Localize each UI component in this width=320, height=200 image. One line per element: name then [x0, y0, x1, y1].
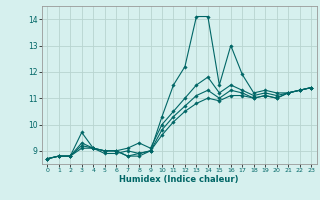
X-axis label: Humidex (Indice chaleur): Humidex (Indice chaleur) — [119, 175, 239, 184]
